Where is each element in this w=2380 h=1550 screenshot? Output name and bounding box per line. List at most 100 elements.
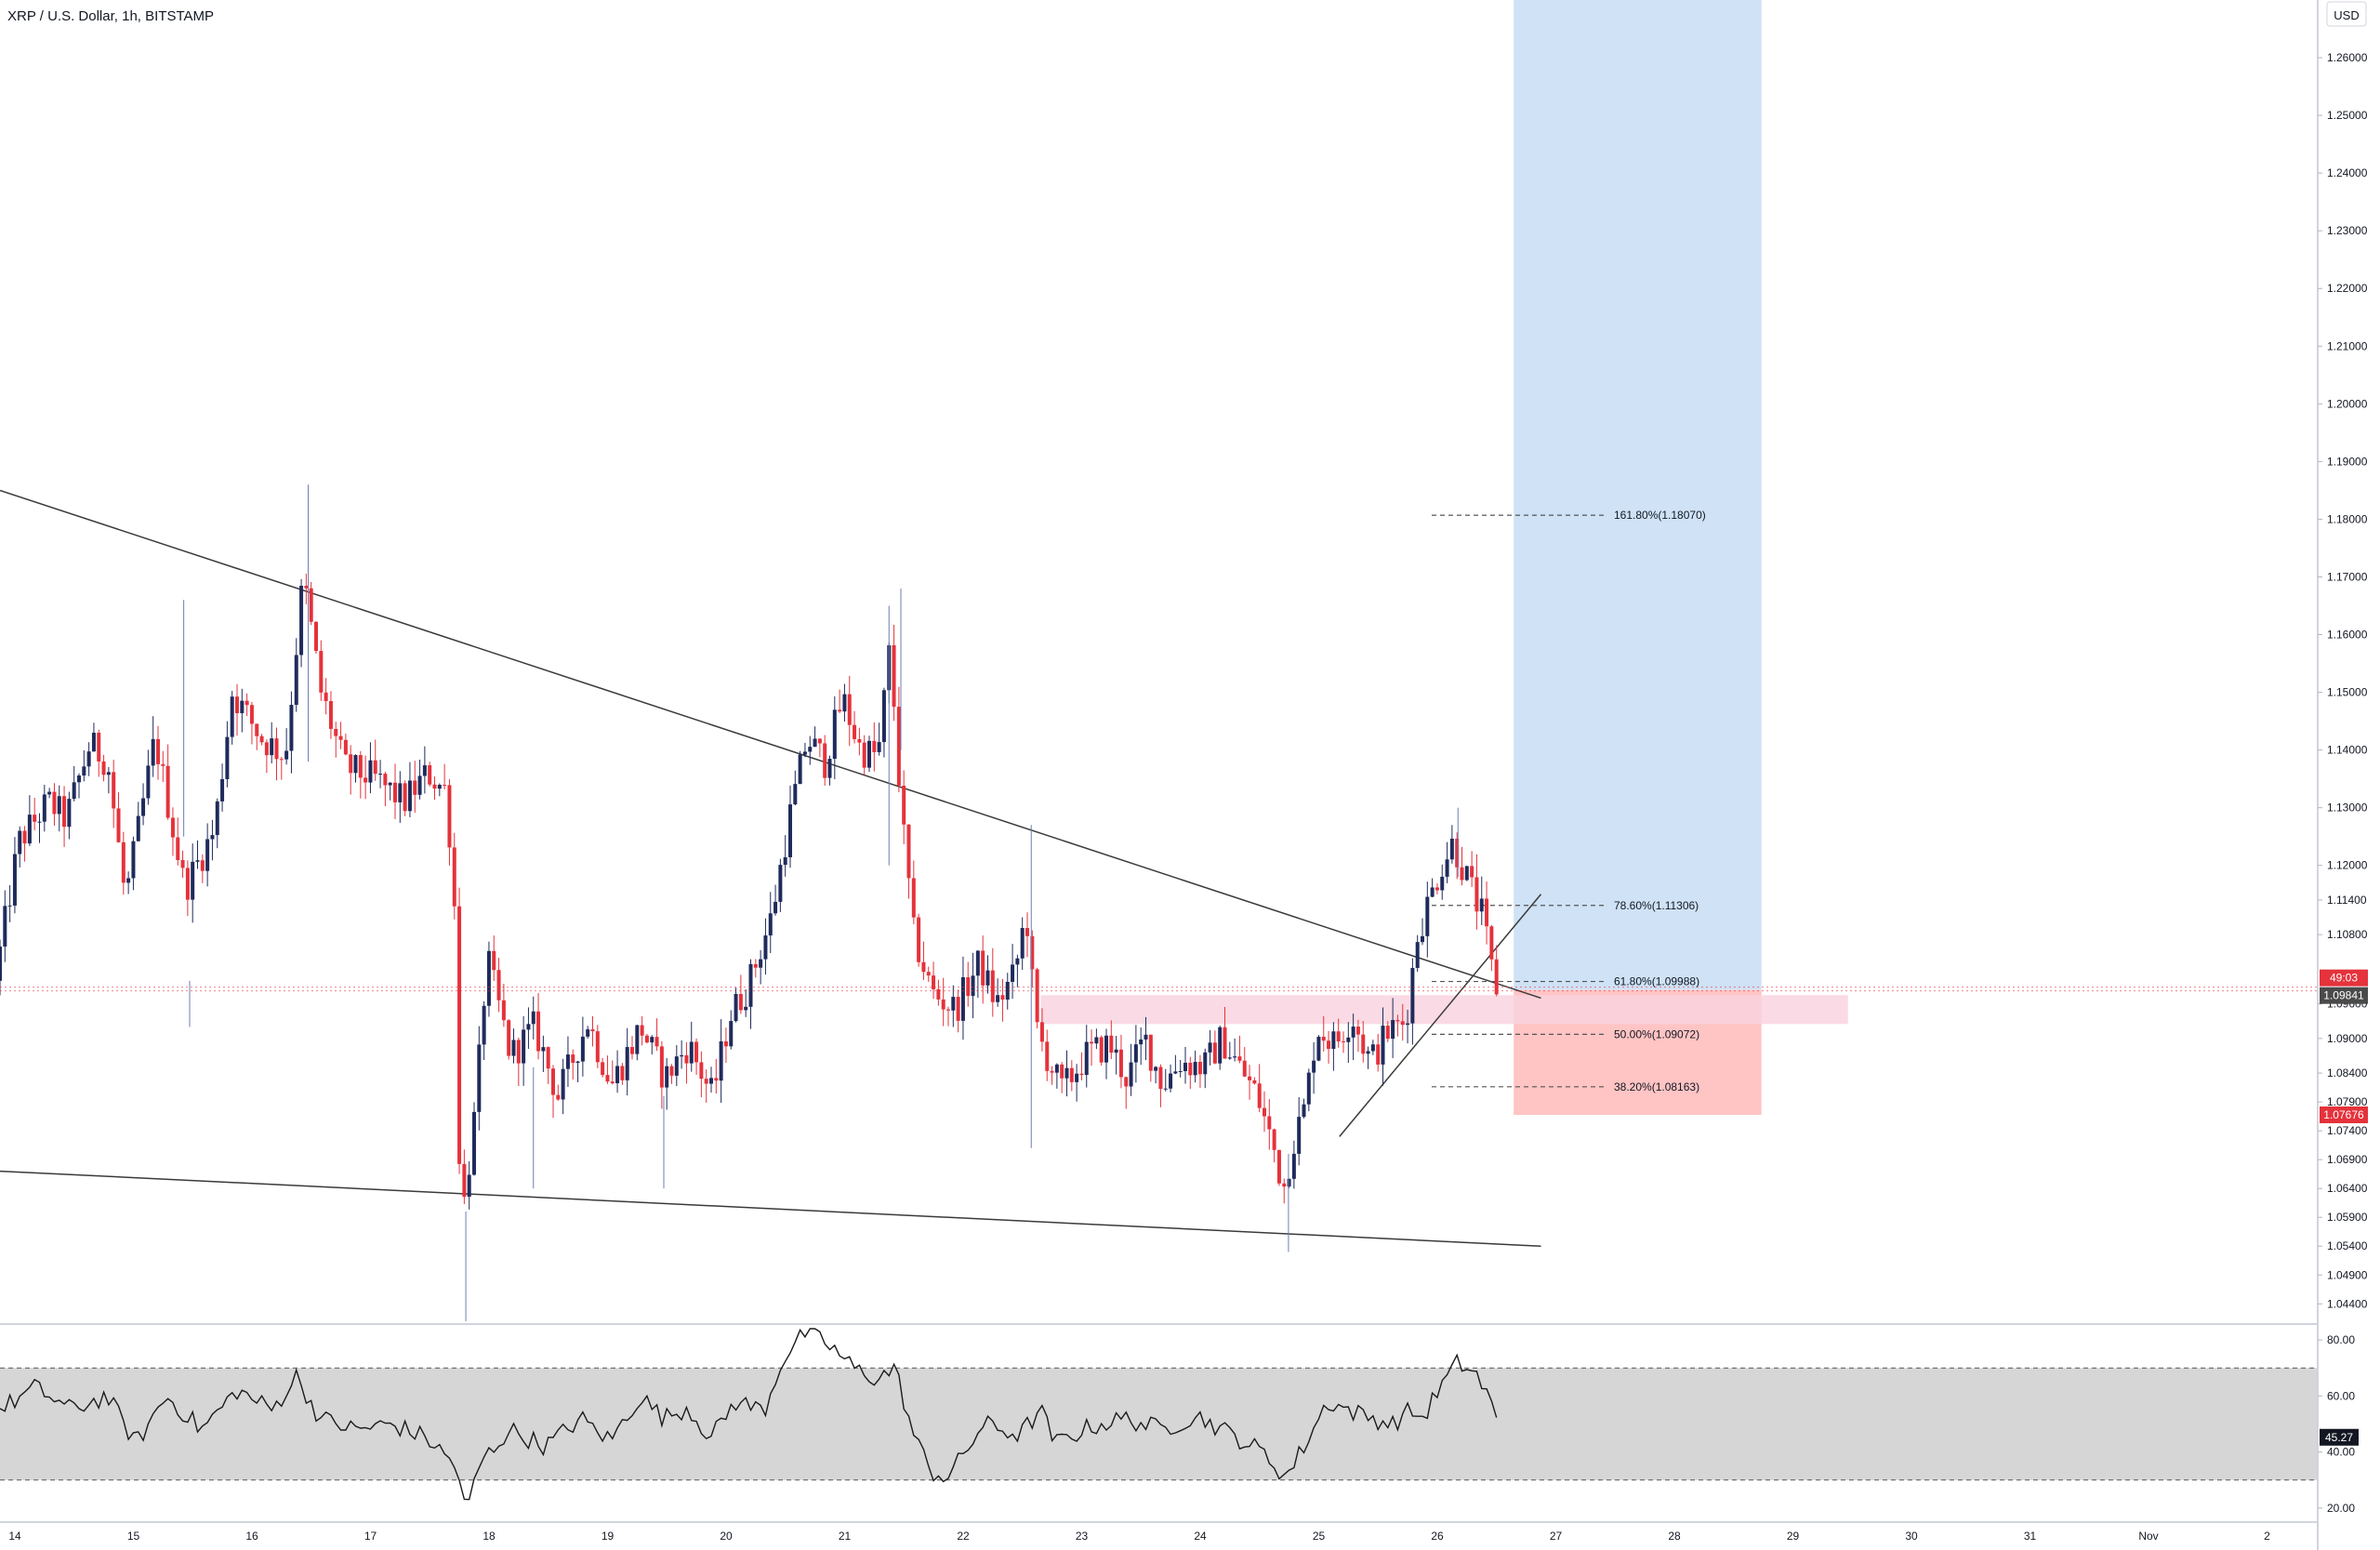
candle bbox=[180, 850, 185, 879]
candle bbox=[615, 1050, 620, 1093]
candle bbox=[541, 1035, 546, 1072]
candle bbox=[309, 581, 313, 626]
candle bbox=[665, 1057, 669, 1110]
candle-body bbox=[1376, 1044, 1381, 1065]
candle-body bbox=[1272, 1129, 1276, 1150]
candle bbox=[1223, 1006, 1227, 1059]
currency-button[interactable] bbox=[2326, 1, 2367, 27]
candle bbox=[324, 678, 328, 715]
candle bbox=[259, 734, 264, 746]
candle bbox=[225, 721, 230, 788]
candle bbox=[1464, 866, 1469, 881]
candle bbox=[1430, 878, 1435, 898]
candle-body bbox=[240, 700, 245, 714]
candle bbox=[1276, 1149, 1281, 1186]
candle bbox=[625, 1027, 629, 1096]
candle-body bbox=[1346, 1037, 1351, 1042]
candle-body bbox=[541, 1047, 546, 1052]
candle bbox=[847, 675, 852, 747]
candle bbox=[97, 729, 101, 777]
candle-body bbox=[47, 791, 52, 795]
candle-body bbox=[1090, 1041, 1094, 1044]
symbol-title[interactable]: XRP / U.S. Dollar, 1h, BITSTAMP bbox=[7, 8, 214, 24]
candle-body bbox=[590, 1029, 595, 1032]
candle-body bbox=[185, 868, 190, 900]
candle bbox=[492, 935, 496, 982]
candle-body bbox=[304, 585, 309, 589]
candle bbox=[654, 1018, 659, 1052]
candle bbox=[358, 750, 363, 799]
time-tick-label: 18 bbox=[483, 1530, 496, 1543]
candle bbox=[601, 1057, 605, 1078]
candle-body bbox=[516, 1040, 521, 1064]
candle bbox=[565, 1036, 570, 1087]
candle-body bbox=[1327, 1040, 1331, 1050]
candle-body bbox=[33, 815, 37, 822]
candle bbox=[956, 989, 960, 1033]
candle-body bbox=[388, 782, 392, 786]
candle bbox=[827, 755, 832, 786]
candle bbox=[170, 807, 175, 856]
candle-body bbox=[1470, 866, 1474, 878]
price-tick-label: 1.18000 bbox=[2327, 512, 2368, 525]
candle-body bbox=[1460, 867, 1464, 881]
candle bbox=[867, 735, 871, 773]
time-tick-label: 25 bbox=[1313, 1530, 1326, 1543]
candle bbox=[926, 966, 931, 983]
candle-body bbox=[319, 651, 324, 693]
candle-body bbox=[615, 1066, 620, 1084]
candle bbox=[1045, 1029, 1050, 1081]
candle bbox=[1361, 1021, 1366, 1063]
price-tick-label: 1.04400 bbox=[2327, 1297, 2368, 1310]
candle-body bbox=[1474, 877, 1479, 912]
candle bbox=[1391, 998, 1395, 1058]
candle-body bbox=[116, 808, 121, 842]
candle bbox=[1242, 1047, 1247, 1078]
candle bbox=[832, 696, 837, 780]
candle bbox=[121, 831, 126, 895]
candle-body bbox=[121, 841, 126, 883]
candle-body bbox=[531, 1011, 536, 1025]
candle-body bbox=[827, 759, 832, 778]
candle bbox=[443, 763, 447, 789]
candle bbox=[872, 722, 877, 772]
candle-body bbox=[1316, 1037, 1321, 1061]
candle bbox=[551, 1065, 555, 1119]
candle-body bbox=[1395, 1020, 1400, 1022]
candle-body bbox=[902, 786, 906, 825]
fib-level-label: 78.60%(1.11306) bbox=[1614, 899, 1699, 912]
candle bbox=[507, 1019, 511, 1060]
candle bbox=[842, 683, 847, 722]
candle bbox=[146, 749, 151, 805]
candle-body bbox=[1381, 1026, 1385, 1065]
candle-body bbox=[932, 975, 936, 989]
current-price-tag-bg bbox=[2320, 987, 2368, 1004]
candle bbox=[561, 1058, 565, 1115]
price-tick-label: 1.09000 bbox=[2327, 1032, 2368, 1045]
candle-body bbox=[457, 906, 462, 1164]
time-axis[interactable]: 14 15 16 17 18 19 20 21 22 23 24 25 26 27 28 29 30 31 Nov 2 bbox=[8, 1530, 2270, 1543]
candle bbox=[72, 765, 76, 801]
candle-body bbox=[892, 644, 896, 708]
candle bbox=[1252, 1077, 1257, 1085]
price-tick-label: 1.21000 bbox=[2327, 339, 2368, 352]
candle-body bbox=[77, 775, 81, 783]
candle-body bbox=[338, 735, 343, 740]
candle-body bbox=[605, 1075, 610, 1082]
rsi-scale[interactable]: 80.00 60.00 40.00 20.00 45.27 bbox=[2318, 1333, 2359, 1515]
candle-body bbox=[694, 1041, 699, 1063]
candle bbox=[27, 795, 32, 846]
candle bbox=[1079, 1052, 1084, 1080]
candle bbox=[911, 860, 916, 924]
candle bbox=[1064, 1050, 1069, 1097]
candle bbox=[694, 1038, 699, 1075]
time-tick-label: 15 bbox=[127, 1530, 140, 1543]
candle bbox=[1445, 841, 1449, 883]
candle-body bbox=[680, 1054, 684, 1057]
candle bbox=[590, 1015, 595, 1047]
candle bbox=[1297, 1096, 1302, 1166]
candle bbox=[1351, 1013, 1355, 1061]
candle-body bbox=[136, 815, 140, 841]
candle bbox=[141, 783, 146, 826]
